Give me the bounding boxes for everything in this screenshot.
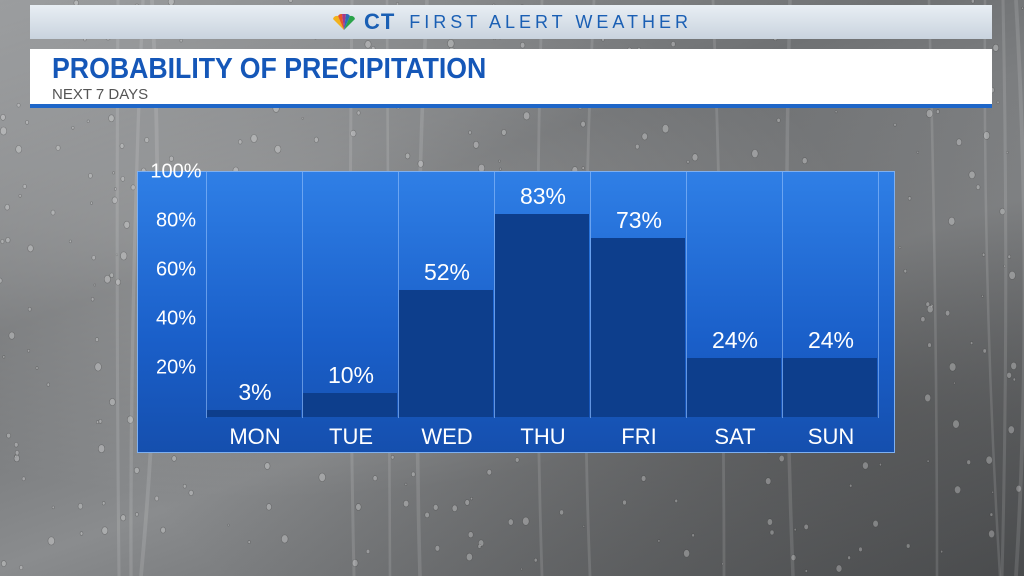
x-tick-label: FRI (621, 424, 657, 449)
peacock-icon (332, 14, 355, 30)
column-divider (686, 172, 687, 418)
y-tick-label: 100% (150, 160, 202, 183)
bar-mon (207, 409, 301, 417)
y-tick-label: 60% (155, 258, 197, 281)
y-tick-label: 40% (155, 307, 197, 330)
y-tick-label: 80% (155, 209, 197, 232)
column-divider (878, 172, 879, 418)
page-title: PROBABILITY OF PRECIPITATION (52, 53, 487, 85)
column-divider (302, 172, 303, 418)
title-bar: PROBABILITY OF PRECIPITATION NEXT 7 DAYS (30, 49, 992, 108)
x-tick-label: MON (229, 424, 281, 449)
y-tick-label: 20% (155, 356, 197, 379)
column-divider (590, 172, 591, 418)
brand-text: CT (363, 9, 396, 34)
x-tick-label: TUE (329, 424, 373, 449)
bar-fri (591, 238, 685, 417)
column-divider (398, 172, 399, 418)
column-divider (206, 172, 207, 418)
header-bar: CT FIRST ALERT WEATHER (30, 5, 992, 39)
value-label: 3% (238, 378, 272, 405)
bar-tue (303, 392, 397, 417)
value-label: 10% (327, 361, 375, 388)
value-label: 24% (807, 327, 855, 354)
value-label: 52% (423, 258, 471, 285)
value-label: 24% (711, 327, 759, 354)
value-label: 83% (519, 182, 567, 209)
x-tick-label: SUN (807, 424, 855, 449)
bar-sun (783, 358, 877, 417)
precipitation-chart: 100% 80% 60% 40% 20% 3% MON 10% TUE 52% WED 83% THU 7… (137, 161, 895, 453)
x-tick-label: WED (421, 424, 473, 449)
station-logo: CT (330, 9, 395, 35)
x-tick-label: THU (520, 424, 566, 449)
column-divider (494, 172, 495, 418)
x-tick-label: SAT (714, 424, 756, 449)
column-divider (782, 172, 783, 418)
bar-sat (687, 358, 781, 417)
bar-wed (399, 289, 493, 417)
bar-thu (495, 213, 589, 417)
page-subtitle: NEXT 7 DAYS (52, 86, 149, 103)
tagline: FIRST ALERT WEATHER (409, 11, 693, 32)
value-label: 73% (615, 207, 663, 234)
